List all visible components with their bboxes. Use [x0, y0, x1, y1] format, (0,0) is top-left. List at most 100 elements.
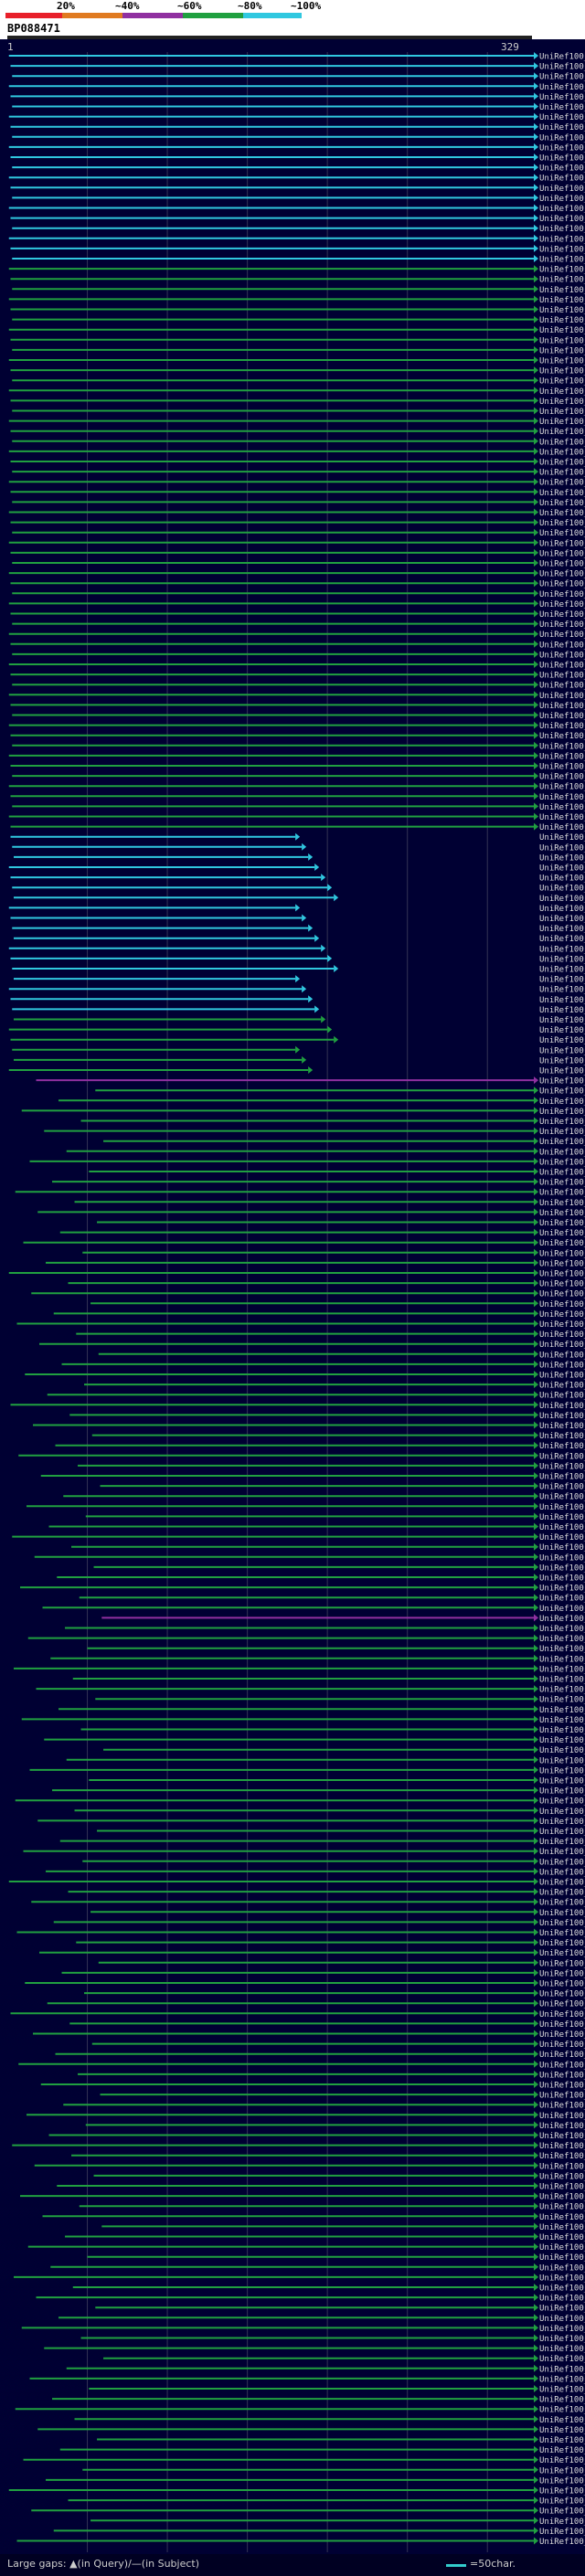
hit-arrow [534, 782, 538, 790]
hit-arrow [534, 305, 538, 313]
hit-label: UniRef100_A6UYE4 [539, 2112, 585, 2121]
hit-label: UniRef100_Q9NT9 [539, 2183, 585, 2192]
hit-arrow [534, 1492, 538, 1500]
gap-legend-note: Large gaps: ▲(in Query)/—(in Subject) [7, 2558, 200, 2570]
hit-label: UniRef100_Q1950E [539, 266, 585, 275]
hit-arrow [534, 2151, 538, 2159]
hit-label: UniRef100_A1L2K7 [539, 408, 585, 417]
hit-label: UniRef100_C7BFP9 [539, 1351, 585, 1360]
identity-legend: 20% ~40% ~60% ~80% ~100% [0, 0, 585, 20]
hit-arrow [534, 2486, 538, 2494]
hit-arrow [534, 508, 538, 516]
hit-label: UniRef100_C5LPF6 [539, 539, 585, 548]
hit-label: UniRef100_Q6EQ57 [539, 2223, 585, 2232]
hit-arrow [534, 2324, 538, 2332]
hit-label: UniRef100_B3IP97 [539, 1036, 585, 1045]
hit-label: UniRef100_B5T9F7 [539, 1818, 585, 1827]
hit-label: UniRef100_A5YKJ8 [539, 225, 585, 234]
hit-arrow [534, 2091, 538, 2099]
hit-arrow [534, 1279, 538, 1288]
hit-label: UniRef100_C7BFR0 [539, 1635, 585, 1644]
hit-label: UniRef100_Q9S4P2 [539, 2193, 585, 2202]
hit-arrow [534, 1594, 538, 1602]
hit-label: UniRef100_C7BFQ3 [539, 1625, 585, 1634]
hit-label: UniRef100_Q3LV30 [539, 2507, 585, 2517]
hit-label: UniRef100_C7BFN4 [539, 1148, 585, 1157]
hit-label: UniRef100_Q3LV37 [539, 2253, 585, 2263]
hit-label: UniRef100_Q1950O [539, 438, 585, 447]
hit-label: UniRef100_A4U9J4 [539, 1462, 585, 1471]
hit-arrow [321, 874, 326, 882]
hit-arrow [534, 559, 538, 567]
hit-arrow [534, 1441, 538, 1449]
hit-label: UniRef100_A6UYE5 [539, 2102, 585, 2111]
hit-arrow [534, 599, 538, 608]
hit-label: UniRef100_C1K9U8 [539, 235, 585, 244]
hit-label: UniRef100_Q00592 [539, 549, 585, 558]
hit-arrow [534, 2141, 538, 2149]
hit-label: UniRef100_B5W4P3 [539, 823, 585, 832]
hit-label: UniRef100_C0LL59 [539, 53, 585, 62]
hit-arrow [534, 1522, 538, 1531]
hit-label: UniRef100_A4S6B6 [539, 712, 585, 721]
legend-label-60: ~60% [177, 0, 202, 12]
hit-arrow [534, 1745, 538, 1754]
hit-arrow [534, 2040, 538, 2048]
hit-arrow [534, 1553, 538, 1561]
hit-arrow [534, 478, 538, 486]
hit-arrow [534, 589, 538, 598]
hit-label: UniRef100_A6BNF6 [539, 2396, 585, 2405]
hit-label: UniRef100_B5T968 [539, 1766, 585, 1776]
hit-label: UniRef100_Q3LY22 [539, 1564, 585, 1573]
hit-arrow [534, 1715, 538, 1723]
hit-label: UniRef100_Q9SVQ6 [539, 2456, 585, 2465]
hit-label: UniRef100_A6MWT1 [539, 164, 585, 174]
hit-arrow [534, 1137, 538, 1145]
hit-label: UniRef100_B3DD99 [539, 1523, 585, 1532]
hit-label: UniRef100_A6BN04 [539, 2426, 585, 2435]
hit-arrow [534, 2182, 538, 2189]
hit-arrow [534, 1979, 538, 1987]
hit-label: UniRef100_Q6EQN4 [539, 2213, 585, 2222]
query-bar [7, 36, 532, 39]
hit-arrow [534, 1087, 538, 1095]
hit-arrow [534, 1248, 538, 1256]
hit-label: UniRef100_C0LL65 [539, 773, 585, 782]
hit-arrow [534, 1107, 538, 1115]
hit-arrow [534, 1401, 538, 1409]
hit-label: UniRef100_B7FDG1 [539, 1676, 585, 1685]
hit-arrow [534, 1584, 538, 1592]
alignment-panel: 1 329 UniRef100_C0LL59UniRef100_A0M638Un… [0, 39, 585, 2554]
hit-arrow [534, 579, 538, 588]
hit-arrow [534, 2273, 538, 2281]
hit-arrow [534, 72, 538, 80]
hit-arrow [534, 1989, 538, 1998]
hit-arrow [534, 2161, 538, 2169]
hit-arrow [534, 1178, 538, 1186]
hit-label: UniRef100_B7FDE4 [539, 1756, 585, 1765]
hit-label: UniRef100_B7FDG0 [539, 1686, 585, 1695]
hit-arrow [308, 924, 314, 932]
hit-arrow [327, 954, 333, 962]
hit-arrow [534, 2445, 538, 2454]
hit-arrow [534, 812, 538, 821]
hit-label: UniRef100_C7BFP2 [539, 1422, 585, 1431]
hit-label: UniRef100_Q3LV39 [539, 2000, 585, 2009]
hit-label: UniRef100_C7BFQ0 [539, 1270, 585, 1279]
hit-label: UniRef100_Q0ZJ89 [539, 1949, 585, 1958]
hit-label: UniRef100_B7FDG4 [539, 2082, 585, 2091]
hit-label: UniRef100_C1K9U9 [539, 428, 585, 437]
hit-label: UniRef100_Q9SYR0 [539, 2466, 585, 2475]
hit-arrow [534, 1502, 538, 1511]
hit-arrow [534, 1654, 538, 1662]
hit-label: UniRef100_B5W4P5 [539, 742, 585, 751]
hit-graph: UniRef100_C0LL59UniRef100_A0M638UniRef10… [8, 52, 585, 2552]
hit-arrow [534, 2304, 538, 2312]
hit-arrow [534, 1968, 538, 1977]
hit-arrow [534, 194, 538, 202]
hit-arrow [534, 1604, 538, 1612]
legend-label-80: ~80% [238, 0, 262, 12]
hit-label: UniRef100_Q6QJH7 [539, 2030, 585, 2040]
hit-arrow [534, 620, 538, 628]
hit-label: UniRef100_Q3LV05 [539, 2010, 585, 2019]
